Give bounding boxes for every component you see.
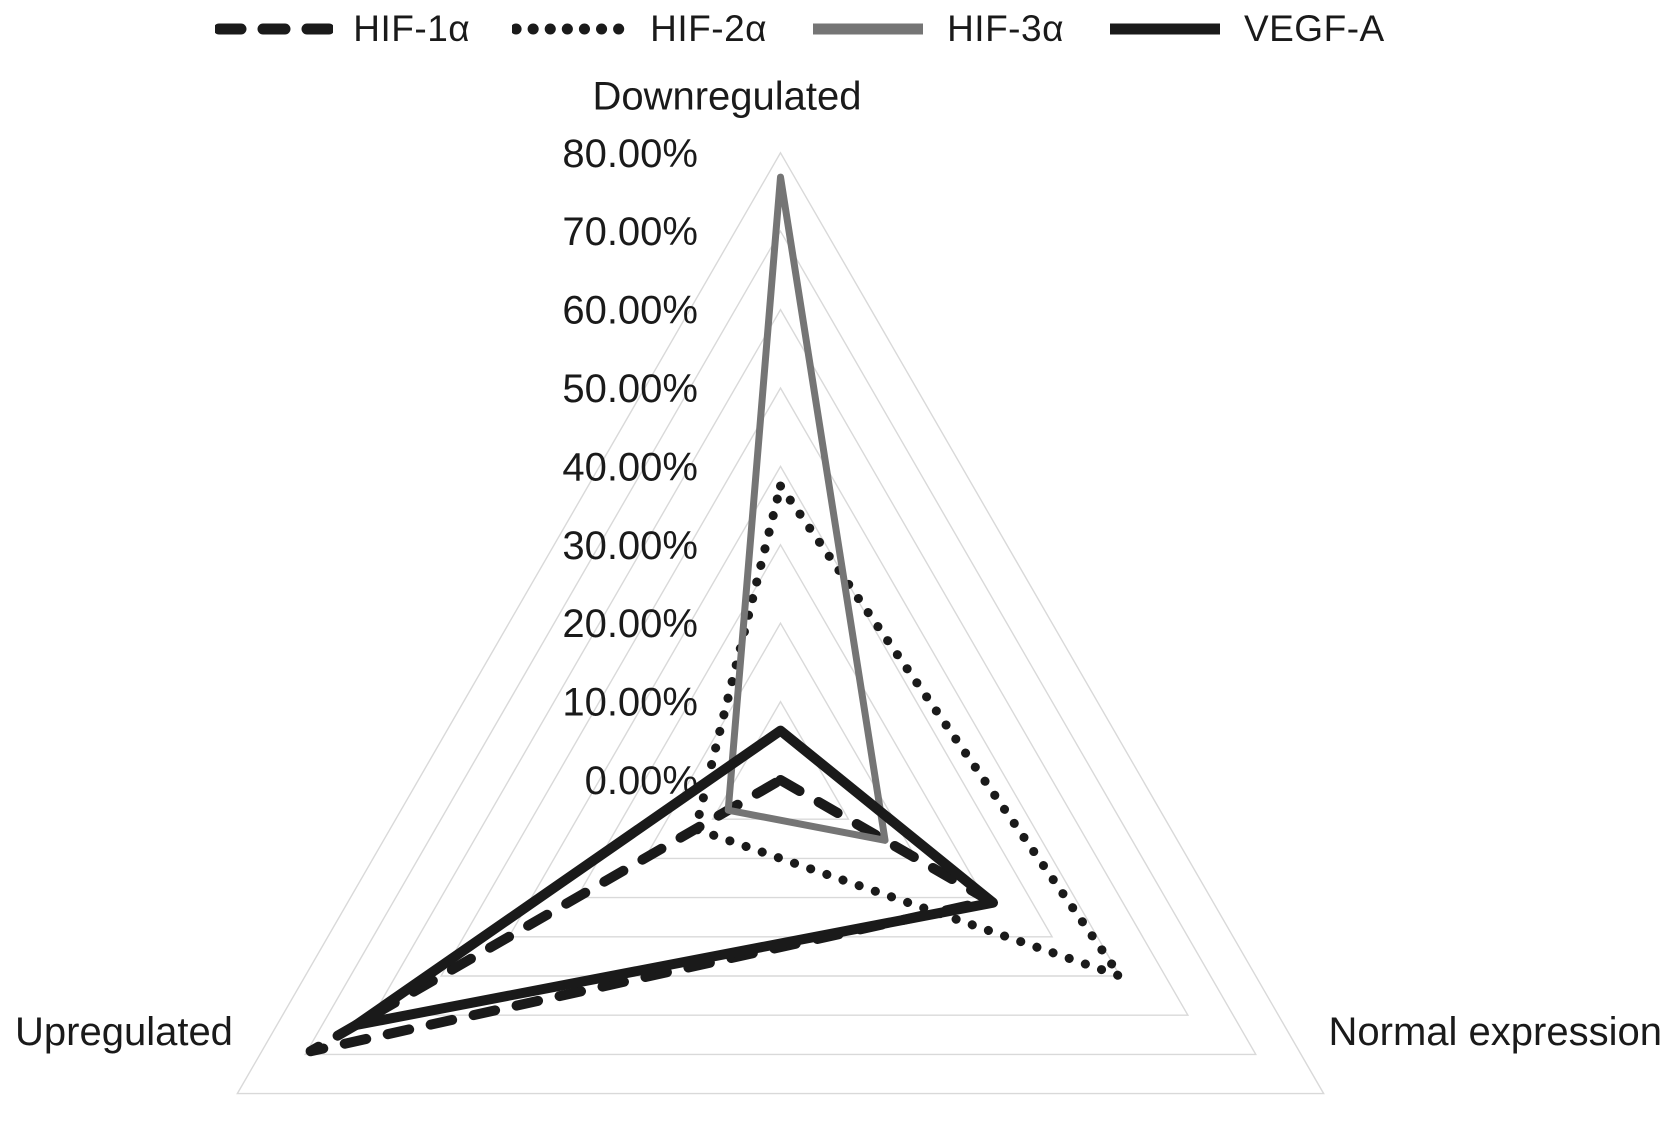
legend-label-vegf-a: VEGF-A: [1243, 8, 1385, 49]
value-axis-tick-label: 60.00%: [562, 289, 698, 333]
gridline-triangle: [371, 308, 1190, 1016]
legend-line-sample-hif-1-: [215, 23, 334, 35]
legend-item-hif-3-: HIF-3α: [809, 8, 1064, 50]
legend-item-hif-1-: HIF-1α: [215, 8, 470, 50]
gridline-triangle: [507, 464, 1054, 938]
legend-label-hif-2-: HIF-2α: [650, 8, 768, 49]
legend-line-sample-hif-3-: [813, 23, 924, 35]
legend-item-hif-2-: HIF-2α: [512, 8, 767, 50]
gridline-triangle: [439, 386, 1122, 977]
value-axis-tick-label: 20.00%: [562, 602, 698, 646]
value-axis-tick-label: 40.00%: [562, 445, 698, 489]
value-axis-tick-label: 10.00%: [562, 681, 698, 725]
legend-label-hif-1-: HIF-1α: [353, 8, 471, 49]
axis-label-downregulated: Downregulated: [592, 74, 862, 119]
series-line-vegf-a: [351, 725, 999, 1030]
gridline-triangle: [236, 151, 1325, 1095]
legend-label-hif-3-: HIF-3α: [947, 8, 1064, 49]
series-line-hif-1-: [305, 775, 995, 1057]
value-axis-tick-label: 70.00%: [562, 210, 698, 254]
value-axis-tick-label: 50.00%: [562, 367, 698, 411]
legend-line-sample-hif-2-: [512, 23, 631, 35]
axis-label-normal-expression: Normal expression: [1328, 1010, 1662, 1054]
legend-item-vegf-a: VEGF-A: [1106, 8, 1385, 50]
gridline-triangle: [575, 543, 986, 899]
series-line-hif-2-: [691, 481, 1125, 981]
axis-label-upregulated: Upregulated: [15, 1010, 233, 1054]
series-line-hif-3-: [724, 173, 889, 844]
value-axis-tick-label: 80.00%: [562, 132, 698, 176]
value-axis-tick-label: 30.00%: [562, 524, 698, 568]
chart-legend: HIF-1α HIF-2α HIF-3α VEGF-A: [0, 8, 1600, 50]
gridline-triangle: [304, 229, 1257, 1056]
legend-line-sample-vegf-a: [1109, 23, 1220, 35]
